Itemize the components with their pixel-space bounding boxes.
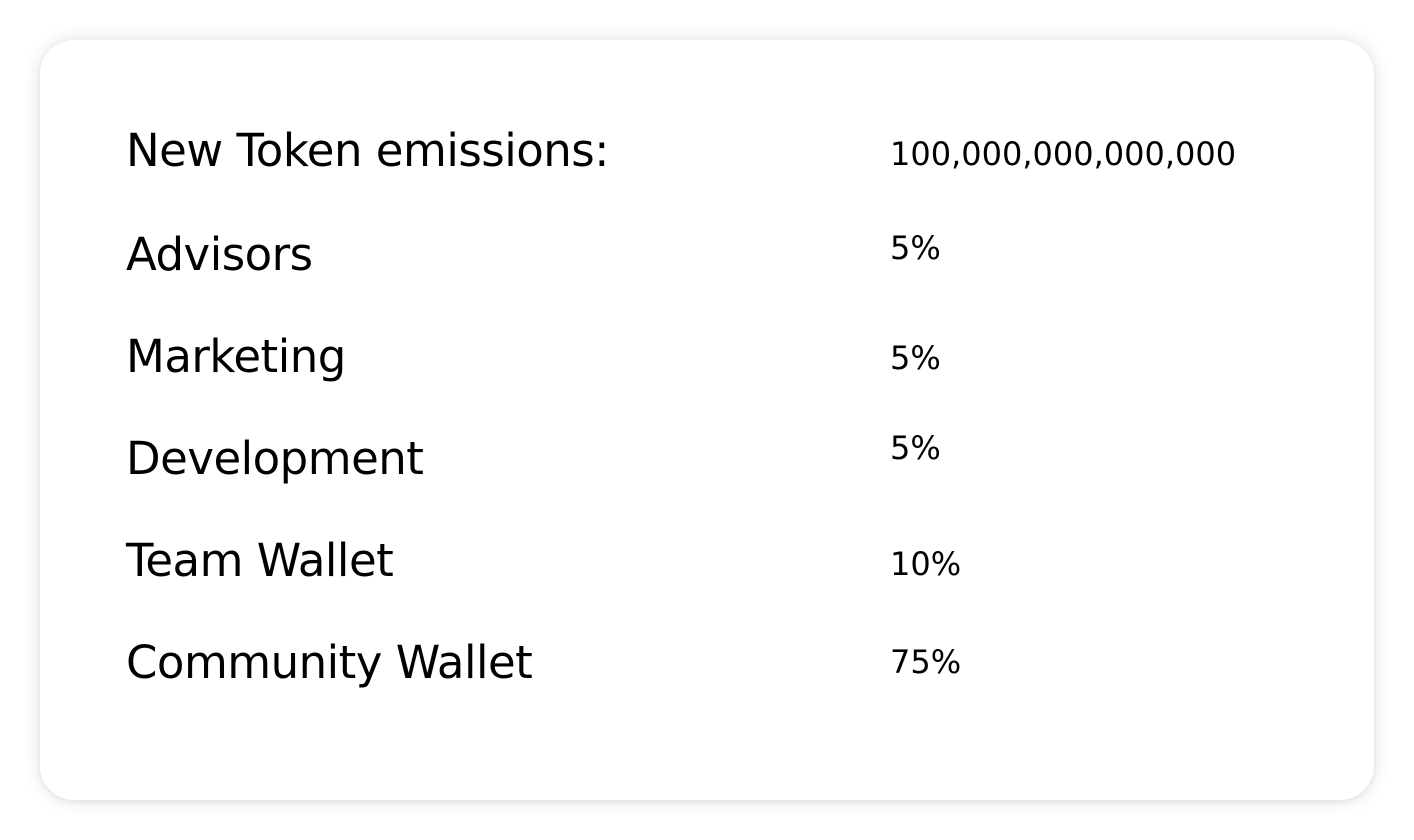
marketing-label: Marketing [126,330,346,383]
team-wallet-value: 10% [890,545,962,583]
development-value: 5% [890,429,941,467]
tokenomics-card: New Token emissions: 100,000,000,000,000… [40,40,1374,800]
team-wallet-label: Team Wallet [126,534,394,587]
community-wallet-label: Community Wallet [126,636,533,689]
advisors-value: 5% [890,229,941,267]
community-wallet-value: 75% [890,643,962,681]
emissions-value: 100,000,000,000,000 [890,135,1237,173]
marketing-value: 5% [890,339,941,377]
development-label: Development [126,432,424,485]
advisors-label: Advisors [126,228,313,281]
emissions-label: New Token emissions: [126,124,609,177]
